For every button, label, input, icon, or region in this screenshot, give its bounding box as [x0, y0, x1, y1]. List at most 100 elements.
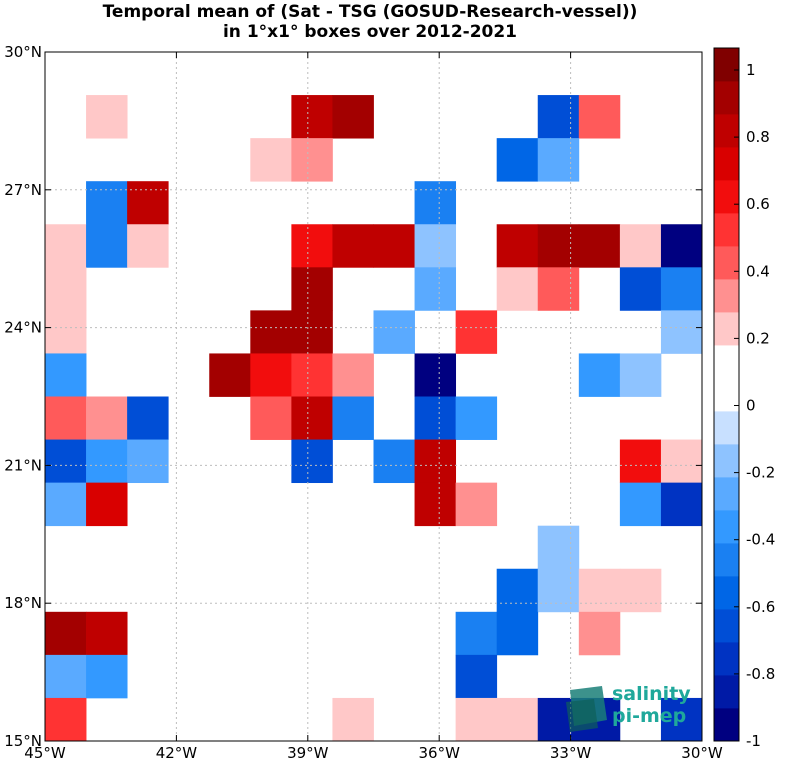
heatmap-cell [414, 439, 457, 484]
heatmap-cell [414, 267, 457, 311]
heatmap-cell [455, 611, 498, 656]
x-tick-label: 45°W [24, 744, 66, 762]
heatmap-cell [578, 95, 621, 139]
x-tick-label: 39°W [287, 744, 329, 762]
x-tick-label: 42°W [156, 744, 198, 762]
heatmap-cell [86, 224, 128, 268]
logo-mark-shade [566, 699, 598, 732]
heatmap-cell [578, 224, 621, 268]
heatmap-cell [291, 439, 333, 484]
colorbar-segment [714, 312, 739, 346]
heatmap-cell [537, 525, 580, 570]
heatmap-cell [250, 138, 292, 182]
colorbar-segment [714, 213, 739, 247]
colorbar-segment [714, 48, 739, 82]
heatmap-cell [578, 611, 621, 656]
heatmap-cell [496, 138, 539, 182]
colorbar-segment [714, 642, 739, 676]
colorbar-tick-label: 0.4 [746, 262, 770, 280]
heatmap-cell [496, 611, 539, 656]
heatmap-cell [127, 439, 169, 484]
colorbar-tick-label: -1 [746, 732, 761, 750]
heatmap-cell [250, 353, 292, 397]
heatmap-cell [291, 267, 333, 311]
heatmap-cell [660, 267, 703, 311]
heatmap-cell [332, 224, 374, 268]
heatmap-cell [127, 224, 169, 268]
colorbar-tick-label: 0.2 [746, 329, 770, 347]
heatmap-cell [127, 181, 169, 225]
y-tick-label: 15°N [4, 732, 42, 750]
heatmap-cell [291, 353, 333, 397]
heatmap-cell [332, 697, 374, 742]
colorbar-segment [714, 708, 739, 742]
colorbar-tick-label: 0.8 [746, 128, 770, 146]
colorbar-segment [714, 543, 739, 577]
heatmap-cell [86, 396, 128, 440]
chart-title-line2: in 1°x1° boxes over 2012-2021 [222, 22, 518, 42]
heatmap-cell [660, 697, 703, 742]
heatmap-cell [291, 310, 333, 354]
salinity-pi-mep-logo: salinity pi-mep [566, 683, 691, 732]
colorbar-segment [714, 609, 739, 643]
x-tick-label: 36°W [418, 744, 460, 762]
heatmap-cell [332, 95, 374, 139]
heatmap-cell [455, 697, 498, 742]
heatmap-cells [45, 95, 703, 742]
heatmap-cell [45, 224, 87, 268]
heatmap-cell [209, 353, 251, 397]
heatmap-cell [537, 568, 580, 613]
heatmap-cell [414, 181, 457, 225]
colorbar-segment [714, 378, 739, 412]
colorbar-segment [714, 411, 739, 445]
colorbar-segment [714, 180, 739, 214]
heatmap-cell [537, 224, 580, 268]
heatmap-cell [414, 353, 457, 397]
heatmap-cell [496, 568, 539, 613]
axis-ticks: 45°W 42°W 39°W 36°W 33°W 30°W 30°N 27°N 24°N 21°N… [4, 43, 723, 762]
heatmap-cell [291, 138, 333, 182]
colorbar-segment [714, 510, 739, 544]
y-tick-label: 24°N [4, 319, 42, 337]
colorbar-segment [714, 246, 739, 280]
heatmap-cell [250, 396, 292, 440]
heatmap-cell [619, 482, 662, 527]
colorbar-tick-label: -0.4 [746, 531, 775, 549]
logo-line1: salinity [612, 683, 691, 705]
colorbar-frame [713, 47, 740, 742]
heatmap-cell [45, 611, 87, 656]
heatmap-cell [291, 95, 333, 139]
colorbar-segment [714, 675, 739, 709]
heatmap-cell [86, 439, 128, 484]
colorbar-segment [714, 477, 739, 511]
heatmap-cell [45, 654, 87, 699]
heatmap-cell [455, 482, 498, 527]
heatmap-cell [291, 396, 333, 440]
x-tick-label: 30°W [681, 744, 723, 762]
heatmap-cell [660, 439, 703, 484]
heatmap-cell [45, 439, 87, 484]
heatmap-cell [496, 267, 539, 311]
heatmap-cell [45, 267, 87, 311]
heatmap-cell [414, 396, 457, 440]
heatmap-cell [373, 310, 415, 354]
colorbar-segment [714, 147, 739, 181]
colorbar-segment [714, 81, 739, 115]
heatmap-cell [86, 482, 128, 527]
heatmap-cell [86, 181, 128, 225]
heatmap-cell [332, 353, 374, 397]
y-tick-label: 18°N [4, 594, 42, 612]
heatmap-cell [619, 267, 662, 311]
colorbar-segment [714, 114, 739, 148]
heatmap-cell [45, 353, 87, 397]
heatmap-cell [660, 224, 703, 268]
heatmap-cell [619, 568, 662, 613]
heatmap-cell [414, 482, 457, 527]
logo-line2: pi-mep [612, 705, 686, 727]
heatmap-cell [250, 310, 292, 354]
heatmap-cell [537, 267, 580, 311]
heatmap-cell [373, 224, 415, 268]
heatmap-cell [455, 654, 498, 699]
heatmap-cell [537, 95, 580, 139]
